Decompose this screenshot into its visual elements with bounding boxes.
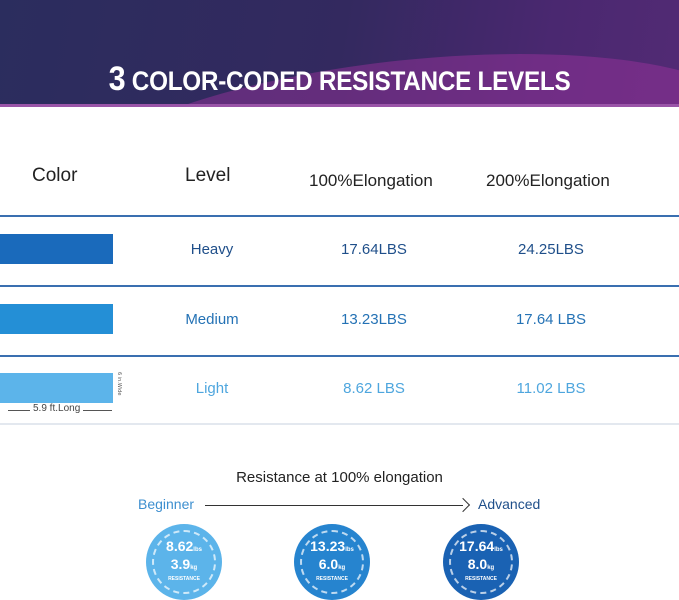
resistance-badge: 13.23lbs 6.0kg RESISTANCE: [294, 524, 370, 600]
length-label: 5.9 ft.Long: [30, 403, 84, 414]
scale-end: Advanced: [478, 496, 541, 512]
level-cell: Light: [195, 380, 229, 397]
e200-cell: 17.64 LBS: [515, 311, 587, 328]
color-swatch: [0, 304, 113, 334]
resistance-badge: 8.62lbs 3.9kg RESISTANCE: [146, 524, 222, 600]
header-level: Level: [185, 165, 231, 186]
scale-start: Beginner: [138, 496, 195, 512]
level-cell: Medium: [185, 311, 239, 328]
banner: 3 COLOR-CODED RESISTANCE LEVELS: [0, 0, 679, 107]
e100-cell: 17.64LBS: [341, 241, 407, 258]
e200-cell: 11.02 LBS: [516, 380, 586, 397]
color-swatch: [0, 373, 113, 403]
scale-arrow: [205, 505, 463, 506]
width-label: 6 in.Wide: [116, 372, 122, 396]
header-100: 100%Elongation: [309, 171, 433, 190]
scale-title: Resistance at 100% elongation: [236, 469, 443, 486]
header-color: Color: [32, 165, 78, 186]
level-cell: Heavy: [190, 241, 234, 258]
e100-cell: 8.62 LBS: [343, 380, 405, 397]
resistance-badge: 17.64lbs 8.0kg RESISTANCE: [443, 524, 519, 600]
banner-title: 3 COLOR-CODED RESISTANCE LEVELS: [108, 60, 571, 98]
color-swatch: [0, 234, 113, 264]
e100-cell: 13.23LBS: [341, 311, 407, 328]
e200-cell: 24.25LBS: [518, 241, 584, 258]
header-200: 200%Elongation: [486, 171, 610, 190]
